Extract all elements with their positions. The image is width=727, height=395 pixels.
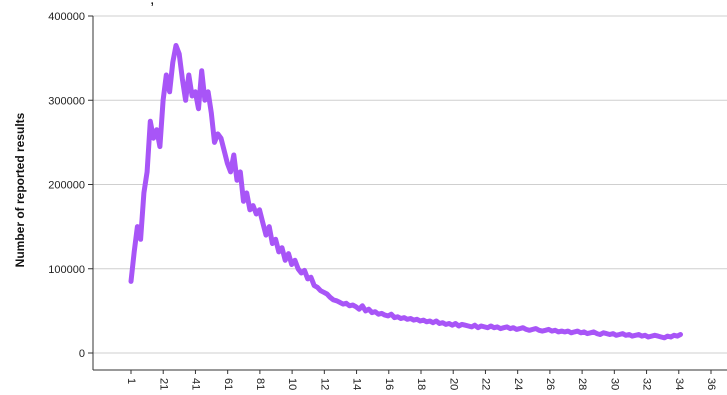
xtick-label-3: 61 — [222, 378, 234, 390]
xtick-label-13: 26 — [544, 378, 556, 390]
header-fragment: , — [150, 0, 154, 9]
ytick-label-3: 300000 — [48, 95, 85, 107]
xtick-label-0: 1 — [125, 378, 137, 384]
xtick-label-15: 30 — [608, 378, 620, 390]
xtick-label-17: 34 — [673, 378, 685, 390]
xtick-label-11: 22 — [480, 378, 492, 390]
xtick-label-2: 41 — [190, 378, 202, 390]
xtick-label-10: 20 — [447, 378, 459, 390]
ytick-label-2: 200000 — [48, 180, 85, 192]
ytick-layer: 0 100000 200000 300000 400000 — [48, 11, 85, 360]
xtick-label-7: 14 — [351, 378, 363, 390]
xtick-label-8: 16 — [383, 378, 395, 390]
xtick-label-14: 28 — [576, 378, 588, 390]
xtick-label-4: 81 — [254, 378, 266, 390]
ytick-label-1: 100000 — [48, 264, 85, 276]
xtick-label-9: 18 — [415, 378, 427, 390]
series-line — [128, 43, 683, 341]
axis-layer — [88, 15, 727, 371]
xtick-label-16: 32 — [641, 378, 653, 390]
y-axis-title: Number of reported results — [13, 112, 27, 267]
grid-layer — [93, 15, 727, 354]
ytick-label-4: 400000 — [48, 11, 85, 23]
xtick-label-18: 36 — [705, 378, 717, 390]
series-layer — [128, 43, 683, 341]
xtick-label-12: 24 — [512, 378, 524, 390]
ytick-label-0: 0 — [79, 348, 85, 360]
xtick-label-5: 10 — [286, 378, 298, 390]
xtick-layer: 1 21 41 61 81 10 12 14 16 18 20 22 24 26 28 30 32 34 36 — [125, 370, 717, 390]
xtick-label-6: 12 — [318, 378, 330, 390]
xtick-label-1: 21 — [157, 378, 169, 390]
